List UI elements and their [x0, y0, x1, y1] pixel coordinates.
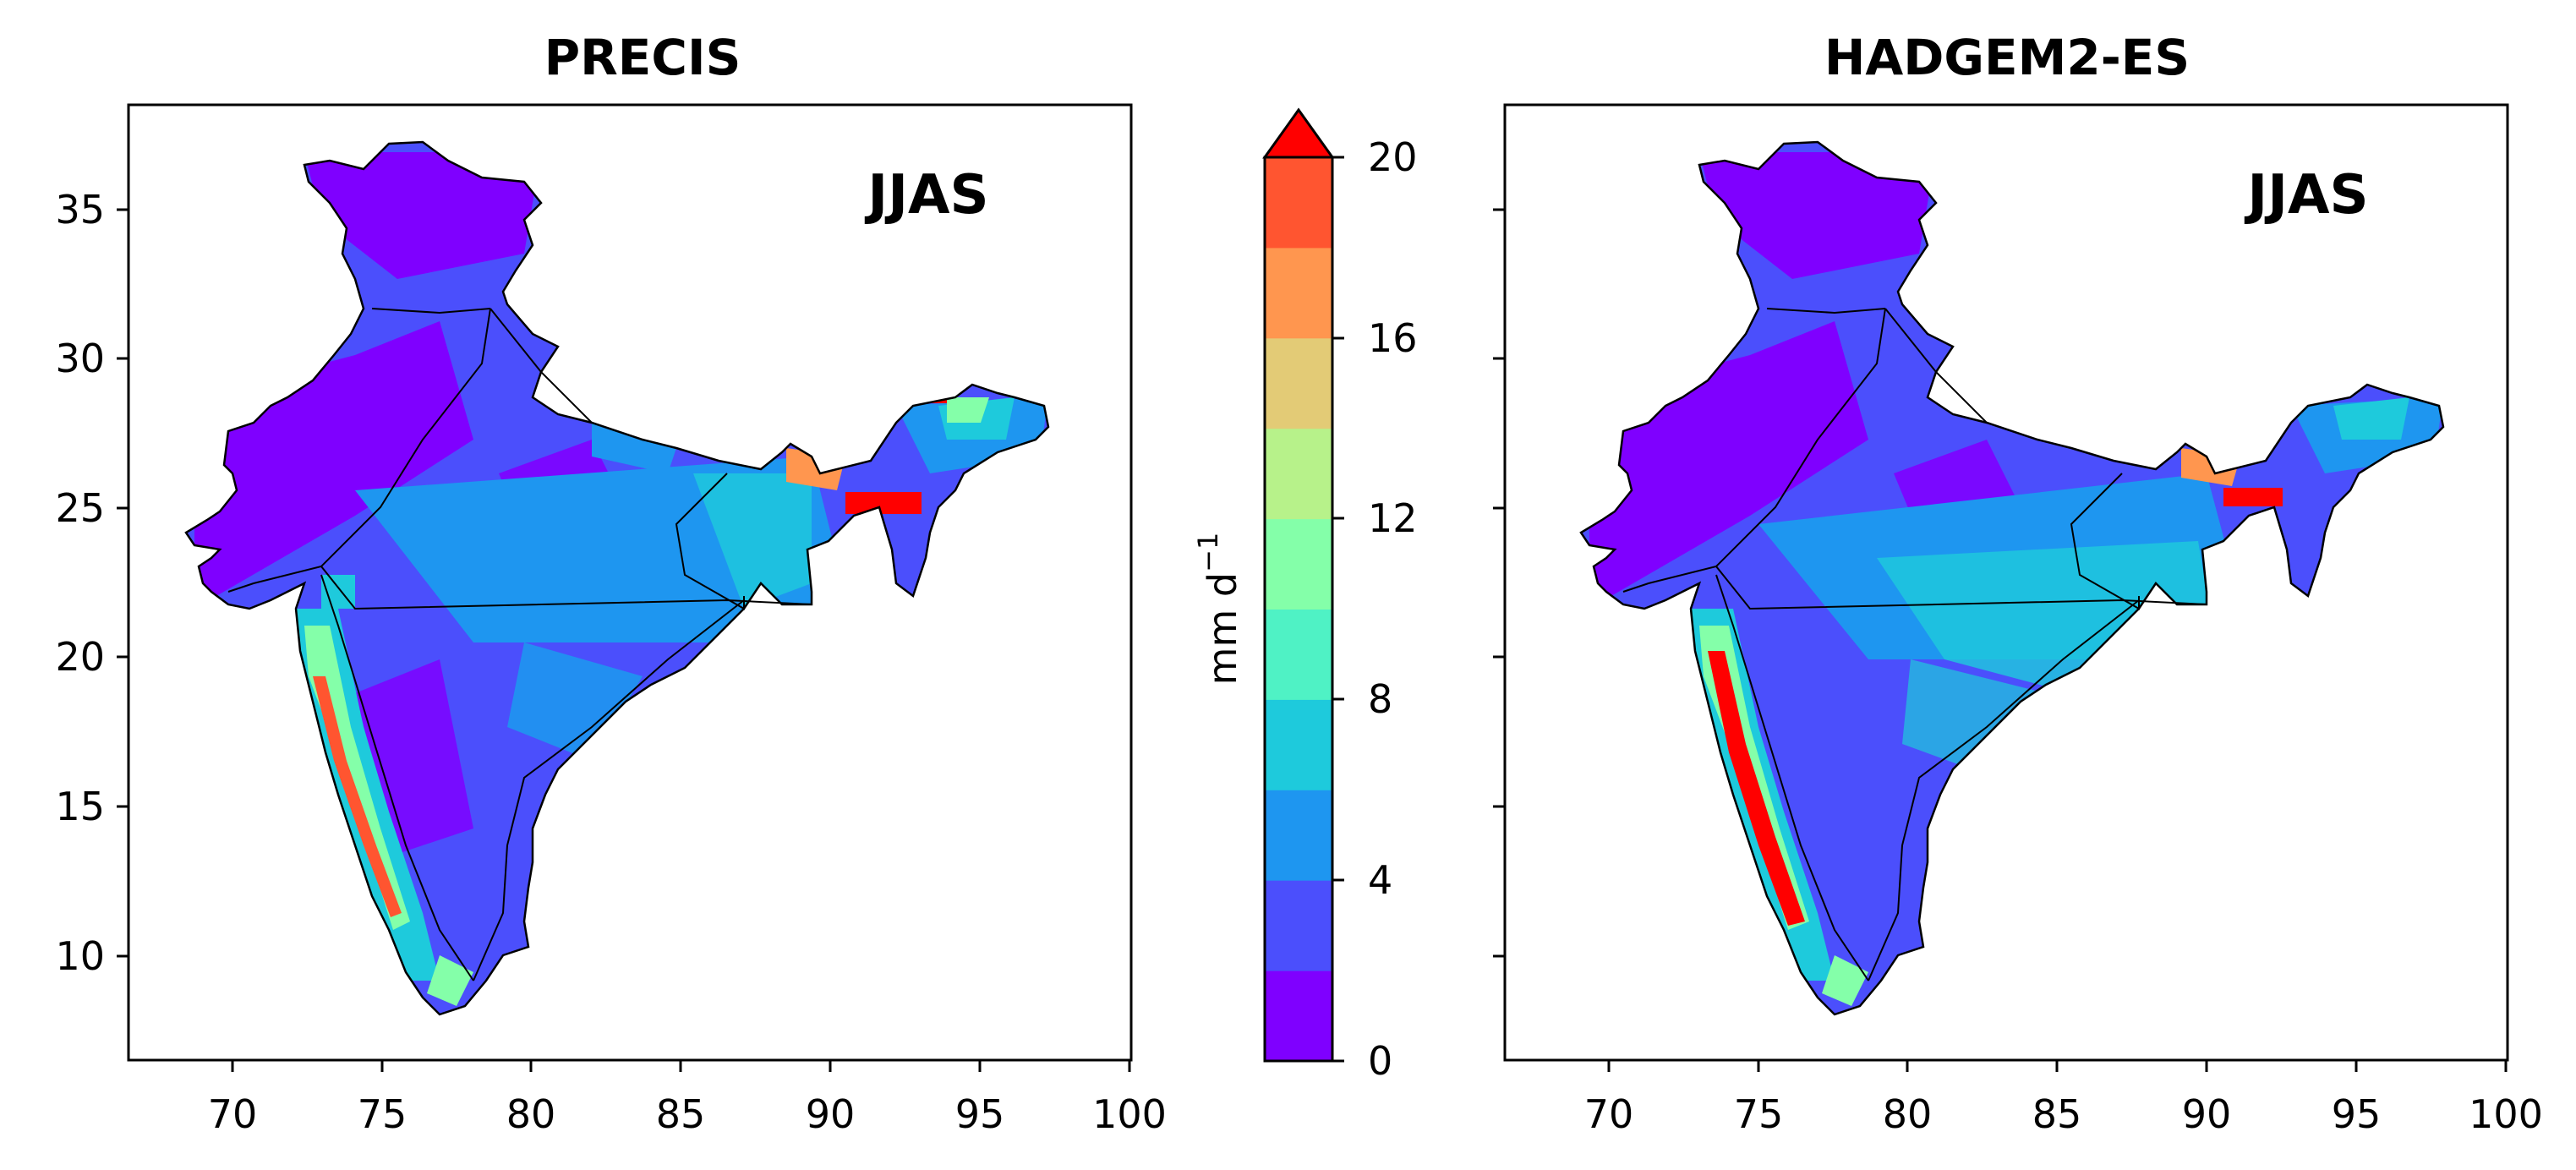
- y-tick-label: 15: [55, 784, 105, 829]
- x-axis: 70 75 80 85 90 95 100: [208, 1060, 1167, 1137]
- panel-title: PRECIS: [544, 29, 741, 86]
- colorbar-ticks: 20 16 12 8 4 0: [1332, 134, 1418, 1084]
- panel-precis: PRECIS: [55, 29, 1166, 1137]
- colorbar-segment: [1265, 247, 1332, 339]
- x-tick-label: 100: [1092, 1091, 1167, 1137]
- x-tick-label: 80: [1883, 1091, 1933, 1137]
- colorbar-tick-label: 20: [1368, 134, 1418, 180]
- colorbar-segment: [1265, 699, 1332, 790]
- colorbar-tick-label: 4: [1368, 857, 1392, 903]
- colorbar-frame: [1263, 156, 1334, 1063]
- season-label: JJAS: [2244, 164, 2368, 227]
- colorbar-label: mm d−1: [1192, 533, 1245, 686]
- colorbar-segment: [1265, 518, 1332, 610]
- x-axis: 70 75 80 85 90 95 100: [1584, 1060, 2543, 1137]
- x-tick-label: 90: [806, 1091, 856, 1137]
- colorbar-label-main: mm d: [1200, 572, 1245, 685]
- colorbar-segment: [1265, 609, 1332, 700]
- panel-title: HADGEM2-ES: [1824, 29, 2190, 86]
- colorbar-tick-label: 12: [1368, 495, 1418, 541]
- region-boundaries: [1622, 308, 2207, 981]
- x-tick-label: 85: [656, 1091, 706, 1137]
- colorbar-tick-label: 8: [1368, 676, 1392, 722]
- x-tick-label: 95: [955, 1091, 1005, 1137]
- x-tick-label: 100: [2469, 1091, 2543, 1137]
- colorbar-segment: [1265, 970, 1332, 1062]
- colorbar: 20 16 12 8 4 0 mm d−1: [1192, 107, 1418, 1084]
- season-label: JJAS: [864, 164, 988, 227]
- y-axis: [1493, 208, 1505, 958]
- colorbar-segment: [1265, 337, 1332, 429]
- y-axis: 35 30 25 20 15 10: [55, 187, 129, 979]
- x-tick-label: 75: [1734, 1091, 1784, 1137]
- colorbar-label-sup: −1: [1192, 533, 1224, 572]
- x-tick-label: 70: [208, 1091, 258, 1137]
- y-tick-label: 35: [55, 187, 105, 232]
- colorbar-tick-label: 16: [1368, 315, 1418, 361]
- colorbar-segment: [1265, 428, 1332, 520]
- x-tick-label: 70: [1584, 1091, 1634, 1137]
- y-tick-label: 20: [55, 634, 105, 680]
- colorbar-extend-arrow: [1262, 107, 1335, 159]
- y-tick-label: 30: [55, 336, 105, 381]
- colorbar-segment: [1265, 157, 1332, 249]
- colorbar-segment: [1265, 880, 1332, 971]
- x-tick-label: 95: [2332, 1091, 2382, 1137]
- colorbar-segment: [1265, 790, 1332, 881]
- y-tick-label: 25: [55, 485, 105, 531]
- x-tick-label: 90: [2182, 1091, 2232, 1137]
- y-tick-label: 10: [55, 933, 105, 979]
- colorbar-segments: [1265, 157, 1332, 1062]
- x-tick-label: 85: [2032, 1091, 2082, 1137]
- panel-hadgem2-es: HADGEM2-ES: [1493, 29, 2543, 1137]
- x-tick-label: 80: [506, 1091, 556, 1137]
- region-boundaries: [227, 308, 812, 981]
- colorbar-tick-label: 0: [1368, 1038, 1392, 1084]
- x-tick-label: 75: [358, 1091, 407, 1137]
